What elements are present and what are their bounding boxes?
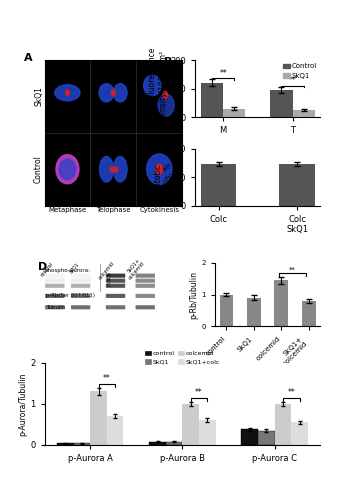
Text: **: ** <box>103 374 111 384</box>
Bar <box>275 404 291 445</box>
Text: SkQ1+
colcemid: SkQ1+ colcemid <box>123 258 145 281</box>
FancyBboxPatch shape <box>71 274 90 278</box>
Circle shape <box>66 90 69 96</box>
Text: **: ** <box>287 388 295 398</box>
FancyBboxPatch shape <box>45 274 64 278</box>
Text: p-Rb(Ser 807/811): p-Rb(Ser 807/811) <box>46 294 95 298</box>
FancyBboxPatch shape <box>71 278 90 283</box>
FancyBboxPatch shape <box>45 294 64 298</box>
Circle shape <box>156 164 162 174</box>
FancyBboxPatch shape <box>106 284 125 288</box>
Bar <box>149 442 166 445</box>
Bar <box>220 294 233 326</box>
Bar <box>279 164 315 205</box>
Bar <box>57 444 74 445</box>
Text: A: A <box>106 273 110 278</box>
FancyBboxPatch shape <box>71 305 90 310</box>
Legend: control, SkQ1, colcemid, SkQ1+colc: control, SkQ1, colcemid, SkQ1+colc <box>145 351 220 365</box>
Bar <box>201 164 236 205</box>
Ellipse shape <box>158 94 174 116</box>
FancyBboxPatch shape <box>45 305 64 310</box>
Circle shape <box>163 92 167 98</box>
Bar <box>74 444 90 445</box>
Ellipse shape <box>113 84 127 102</box>
FancyBboxPatch shape <box>136 278 155 283</box>
FancyBboxPatch shape <box>71 284 90 288</box>
Text: control: control <box>40 261 55 278</box>
Bar <box>90 392 107 445</box>
Text: B: B <box>164 57 172 67</box>
Bar <box>107 416 124 445</box>
Bar <box>201 83 223 117</box>
Text: C: C <box>164 146 172 156</box>
Text: **: ** <box>289 76 297 86</box>
Ellipse shape <box>143 76 161 96</box>
Text: colcemid: colcemid <box>98 261 116 281</box>
Bar <box>199 420 216 445</box>
Ellipse shape <box>100 156 113 182</box>
Y-axis label: Average fluorescence
intensity/100 mcm²: Average fluorescence intensity/100 mcm² <box>148 48 168 130</box>
Circle shape <box>111 90 115 96</box>
Text: A: A <box>24 52 32 62</box>
Bar <box>223 108 245 117</box>
FancyBboxPatch shape <box>136 274 155 278</box>
Text: SkQ1: SkQ1 <box>69 261 81 274</box>
FancyBboxPatch shape <box>106 305 125 310</box>
Bar <box>182 404 199 445</box>
Ellipse shape <box>113 156 127 182</box>
Bar <box>258 430 275 445</box>
Text: D: D <box>38 262 47 272</box>
FancyBboxPatch shape <box>136 284 155 288</box>
FancyBboxPatch shape <box>136 305 155 310</box>
Ellipse shape <box>56 154 79 184</box>
Bar <box>274 280 288 326</box>
Ellipse shape <box>55 85 80 101</box>
FancyBboxPatch shape <box>45 284 64 288</box>
Bar <box>241 430 258 445</box>
Bar <box>270 90 293 117</box>
Y-axis label: p-Aurora/Tubulin: p-Aurora/Tubulin <box>19 372 27 436</box>
Text: **: ** <box>289 267 295 273</box>
Y-axis label: p-Rb/Tubulin: p-Rb/Tubulin <box>189 270 198 318</box>
FancyBboxPatch shape <box>106 278 125 283</box>
Text: Tubulin: Tubulin <box>46 305 65 310</box>
FancyBboxPatch shape <box>71 294 90 298</box>
FancyBboxPatch shape <box>106 274 125 278</box>
Bar <box>302 301 316 326</box>
Ellipse shape <box>99 84 114 102</box>
Legend: Control, SkQ1: Control, SkQ1 <box>283 64 317 79</box>
Bar <box>166 442 182 445</box>
Y-axis label: Mitotic
cells, %: Mitotic cells, % <box>153 162 173 192</box>
Text: B: B <box>106 278 110 283</box>
Ellipse shape <box>147 154 172 184</box>
Bar <box>291 422 308 445</box>
FancyBboxPatch shape <box>106 294 125 298</box>
Bar <box>247 298 261 326</box>
Ellipse shape <box>59 159 75 180</box>
Bar <box>293 110 315 117</box>
Text: C: C <box>106 284 110 288</box>
FancyBboxPatch shape <box>136 294 155 298</box>
Text: phospho-Aurora:: phospho-Aurora: <box>44 268 90 273</box>
Bar <box>110 167 117 172</box>
FancyBboxPatch shape <box>45 278 64 283</box>
Text: **: ** <box>219 69 227 78</box>
Text: **: ** <box>195 388 203 398</box>
